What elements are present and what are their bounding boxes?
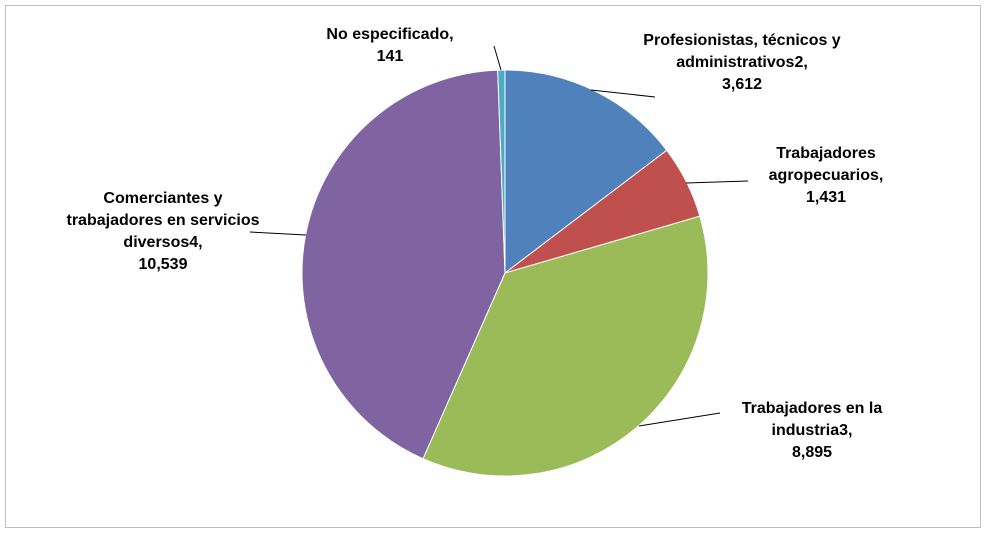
label-value: 3,612 [721, 76, 763, 93]
label-value: 10,539 [138, 256, 188, 273]
label-category: Profesionistas, técnicos y administrativ… [643, 32, 841, 71]
label-value: 141 [376, 48, 404, 65]
data-label: No especificado, 141 [290, 24, 490, 68]
label-category: Comerciantes y trabajadores en servicios… [66, 190, 260, 251]
leader-line [590, 89, 656, 98]
label-category: Trabajadores en la industria3, [741, 400, 883, 439]
label-category: No especificado, [326, 26, 454, 43]
label-category: Trabajadores agropecuarios, [768, 145, 884, 184]
leader-line [638, 412, 721, 427]
leader-line [685, 180, 749, 184]
data-label: Trabajadores agropecuarios, 1,431 [741, 143, 911, 209]
pie-slice [422, 215, 709, 477]
data-label: Trabajadores en la industria3, 8,895 [717, 398, 907, 464]
leader-line [249, 231, 307, 236]
pie-slice [504, 69, 668, 275]
label-value: 1,431 [805, 189, 847, 206]
pie-slice [497, 69, 506, 274]
leader-line [493, 45, 502, 71]
data-label: Comerciantes y trabajadores en servicios… [63, 188, 263, 276]
label-value: 8,895 [791, 444, 833, 461]
data-label: Profesionistas, técnicos y administrativ… [637, 30, 847, 96]
